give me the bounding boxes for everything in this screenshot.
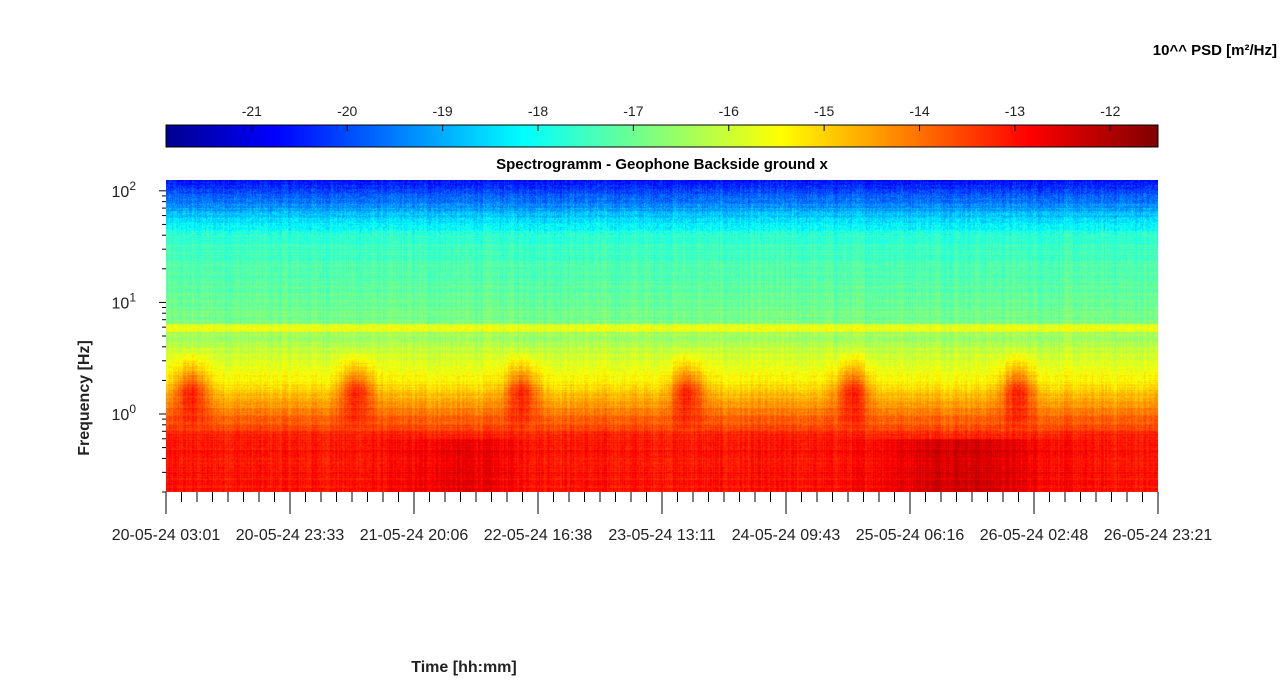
- x-axis: 20-05-24 03:01 20-05-24 23:33 21-05-24 20:…: [112, 492, 1213, 544]
- chart-title: Spectrogramm - Geophone Backside ground …: [496, 156, 828, 173]
- colorbar-tick-label: -18: [528, 103, 548, 119]
- spectrogram-heatmap: [166, 180, 1158, 492]
- y-tick-label: 102: [112, 179, 137, 201]
- x-tick-label: 22-05-24 16:38: [484, 527, 593, 544]
- x-axis-label: Time [hh:mm]: [411, 659, 516, 676]
- x-tick-label: 26-05-24 23:21: [1104, 527, 1213, 544]
- colorbar: 10^^ PSD [m²/Hz] -21 -20 -19 -18 -17 -16 -15 -1…: [165, 42, 1277, 148]
- colorbar-tick-label: -16: [719, 103, 739, 119]
- y-axis-label: Frequency [Hz]: [76, 340, 93, 456]
- colorbar-gradient: [165, 124, 1159, 148]
- colorbar-tick-label: -21: [242, 103, 262, 119]
- y-tick-label: 101: [112, 290, 137, 312]
- x-tick-label: 26-05-24 02:48: [980, 527, 1089, 544]
- plot-area: 100 101 102 20-05-24 03:01 20-05-24 23:33 21…: [112, 179, 1213, 544]
- colorbar-tick-label: -20: [337, 103, 357, 119]
- x-tick-label: 21-05-24 20:06: [360, 527, 469, 544]
- x-tick-label: 23-05-24 13:11: [608, 527, 715, 544]
- colorbar-tick-label: -15: [814, 103, 834, 119]
- colorbar-label: 10^^ PSD [m²/Hz]: [1153, 42, 1277, 59]
- x-tick-label: 24-05-24 09:43: [732, 527, 841, 544]
- y-axis: 100 101 102: [112, 179, 166, 493]
- x-tick-label: 25-05-24 06:16: [856, 527, 965, 544]
- colorbar-tick-label: -19: [432, 103, 452, 119]
- colorbar-tick-label: -12: [1100, 103, 1120, 119]
- colorbar-ticks: -21 -20 -19 -18 -17 -16 -15 -14 -13 -12: [242, 103, 1121, 131]
- x-tick-label: 20-05-24 03:01: [112, 527, 221, 544]
- colorbar-tick-label: -13: [1005, 103, 1025, 119]
- y-tick-label: 100: [112, 402, 137, 424]
- colorbar-tick-label: -17: [623, 103, 643, 119]
- colorbar-tick-label: -14: [909, 103, 929, 119]
- x-tick-label: 20-05-24 23:33: [236, 527, 345, 544]
